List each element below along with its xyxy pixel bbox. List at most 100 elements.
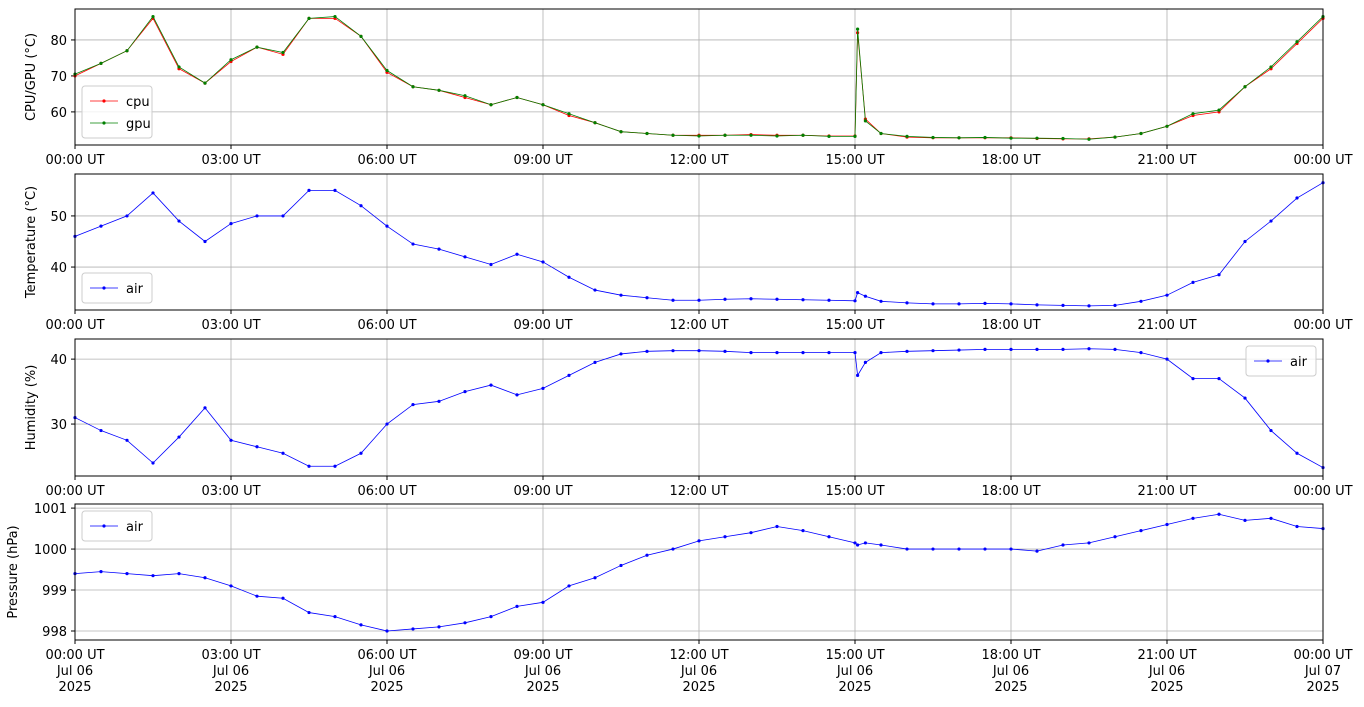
data-point (905, 134, 909, 138)
data-point (1087, 347, 1091, 351)
legend-marker (102, 121, 106, 125)
data-point (1295, 451, 1299, 455)
plot-frame (74, 8, 1324, 146)
data-point (125, 49, 129, 53)
data-point (359, 623, 363, 627)
x-tick-label: 21:00 UT (1137, 484, 1196, 499)
data-point (1139, 529, 1143, 533)
x-tick-label: 06:00 UT (357, 484, 416, 499)
x-tick-label: 09:00 UT Jul 06 2025 (513, 648, 572, 695)
data-point (905, 301, 909, 305)
data-point (863, 294, 868, 298)
x-tick-label-line: 2025 (1150, 680, 1183, 695)
x-tick-label-line: Jul 06 (368, 664, 405, 679)
x-tick-label: 00:00 UT (45, 318, 104, 333)
data-point (1061, 136, 1065, 141)
y-axis-label: Pressure (hPa) (6, 525, 21, 618)
legend-label: air (126, 520, 144, 535)
data-point (1061, 303, 1065, 307)
data-point (489, 262, 493, 267)
data-point (1269, 428, 1273, 433)
data-point (645, 131, 649, 136)
x-tick-label-line: 18:00 UT (981, 648, 1040, 663)
data-point (1087, 541, 1091, 545)
data-point (853, 541, 857, 545)
data-point (1035, 549, 1039, 553)
data-point (411, 242, 415, 246)
data-point (749, 133, 753, 137)
x-tick-label: 09:00 UT (513, 153, 572, 168)
data-point (177, 65, 181, 69)
data-point (853, 134, 857, 138)
data-point (1035, 347, 1039, 351)
x-tick-label: 21:00 UT (1137, 153, 1196, 168)
x-tick-label-line: Jul 06 (56, 664, 93, 679)
data-point (957, 302, 961, 306)
data-point (957, 348, 961, 352)
x-tick-label-line: 00:00 UT (45, 648, 104, 663)
data-point (1087, 304, 1091, 308)
data-point (541, 600, 545, 604)
data-point (1243, 518, 1247, 522)
data-point (281, 214, 285, 218)
x-tick-label: 03:00 UT Jul 06 2025 (201, 648, 260, 695)
data-point (775, 297, 779, 301)
x-tick-label: 12:00 UT (669, 484, 728, 499)
data-point (281, 596, 285, 600)
y-axis-label: CPU/GPU (°C) (24, 33, 39, 121)
plot-frame (74, 503, 1324, 641)
data-point (827, 134, 831, 138)
data-point (307, 464, 311, 468)
data-point (1139, 131, 1143, 136)
series (73, 14, 1325, 141)
data-point (1191, 280, 1195, 284)
data-point (827, 298, 831, 302)
data-point (177, 219, 181, 223)
data-point (1295, 524, 1299, 529)
y-tick-label: 30 (50, 418, 67, 433)
data-point (697, 539, 701, 543)
x-tick-label-line: 12:00 UT (669, 648, 728, 663)
legend-marker (1266, 359, 1270, 363)
data-point (1009, 547, 1013, 551)
data-point (1009, 347, 1013, 351)
data-point (281, 50, 285, 55)
y-tick-label: 60 (50, 106, 67, 121)
x-tick-label: 03:00 UT (201, 153, 260, 168)
y-axis-label: Humidity (%) (24, 365, 39, 451)
legend-marker (102, 524, 106, 528)
data-point (515, 393, 519, 397)
data-point (515, 604, 519, 609)
data-point (856, 373, 860, 377)
data-point (1009, 302, 1013, 306)
x-tick-label: 12:00 UT Jul 06 2025 (669, 648, 728, 695)
data-point (619, 352, 623, 356)
y-tick-label: 998 (42, 625, 67, 640)
x-tick-label: 00:00 UT Jul 07 2025 (1293, 648, 1352, 695)
x-tick-label: 18:00 UT Jul 06 2025 (981, 648, 1040, 695)
data-point (879, 299, 883, 303)
data-point (541, 103, 545, 107)
data-point (1295, 40, 1299, 44)
data-point (593, 576, 597, 580)
y-tick-label: 40 (50, 353, 67, 368)
data-point (1269, 219, 1273, 223)
data-point (827, 351, 831, 355)
x-tick-label-line: 2025 (370, 680, 403, 695)
x-tick-label-line: Jul 07 (1304, 664, 1341, 679)
data-point (463, 255, 467, 259)
data-point (671, 349, 675, 353)
data-point (863, 360, 868, 364)
legend-label: gpu (126, 117, 151, 132)
x-tick-label: 00:00 UT (1293, 318, 1352, 333)
data-point (983, 301, 987, 305)
data-point (151, 461, 155, 465)
data-point (359, 451, 363, 455)
data-point (863, 541, 868, 545)
x-tick-label: 12:00 UT (669, 318, 728, 333)
x-tick-label: 09:00 UT (513, 318, 572, 333)
x-tick-label: 03:00 UT (201, 484, 260, 499)
plot-frame (74, 173, 1324, 311)
x-tick-label: 00:00 UT Jul 06 2025 (45, 648, 104, 695)
